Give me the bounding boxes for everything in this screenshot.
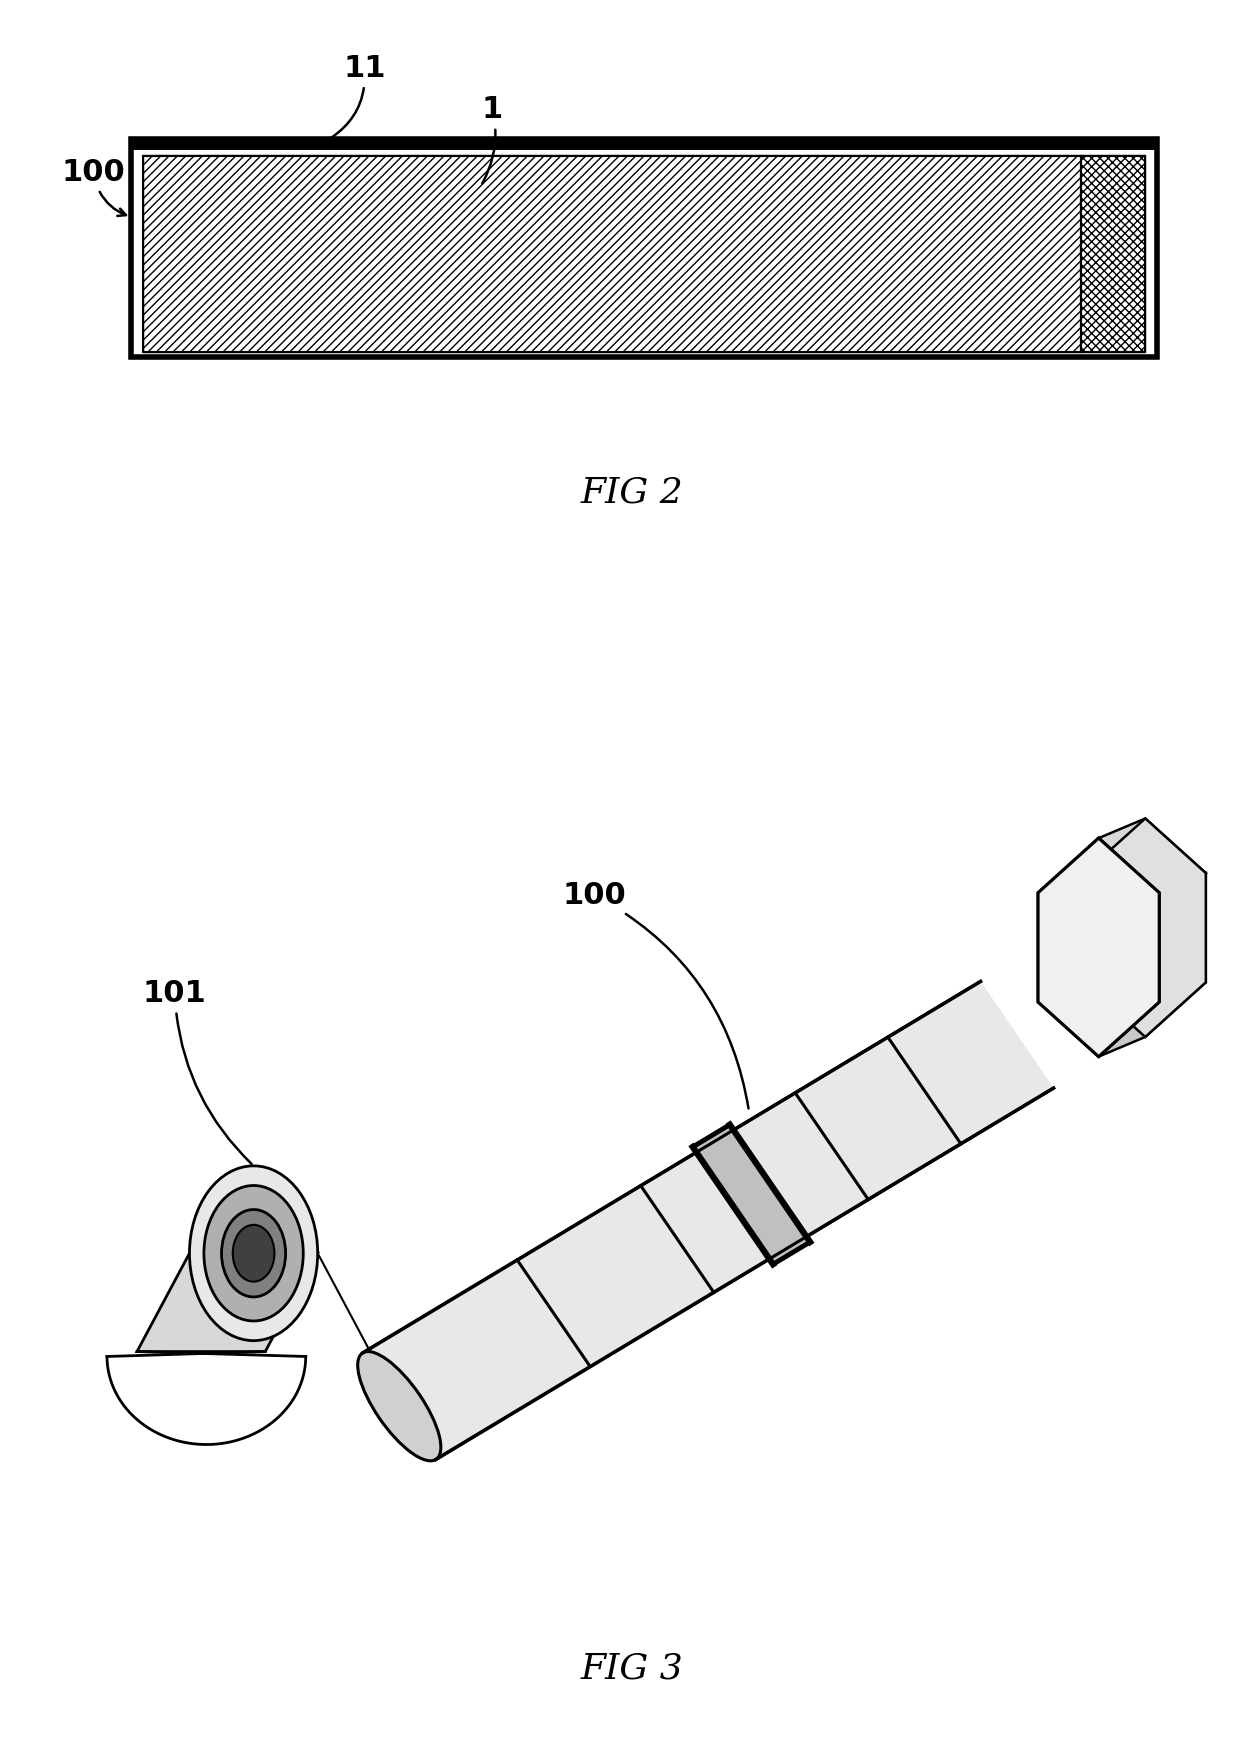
Ellipse shape <box>233 1225 274 1282</box>
Text: 1: 1 <box>482 94 503 183</box>
Text: 100: 100 <box>563 880 749 1109</box>
Polygon shape <box>1038 839 1159 1057</box>
Polygon shape <box>1099 818 1205 893</box>
Bar <box>1081 155 1146 353</box>
Ellipse shape <box>222 1209 285 1296</box>
Polygon shape <box>363 982 1054 1459</box>
Polygon shape <box>1038 839 1159 1057</box>
Bar <box>131 140 1157 358</box>
Polygon shape <box>138 1253 317 1352</box>
Text: 101: 101 <box>143 978 252 1164</box>
Bar <box>143 154 1146 353</box>
Polygon shape <box>1099 982 1205 1057</box>
Ellipse shape <box>190 1165 317 1340</box>
Text: 11: 11 <box>331 54 386 138</box>
Polygon shape <box>733 982 1054 1237</box>
Ellipse shape <box>203 1186 304 1321</box>
Ellipse shape <box>357 1352 441 1460</box>
Bar <box>143 155 1081 353</box>
Polygon shape <box>1159 874 1205 1003</box>
Polygon shape <box>693 1125 810 1265</box>
Polygon shape <box>1085 818 1205 1038</box>
Text: FIG 2: FIG 2 <box>582 475 683 510</box>
Text: FIG 3: FIG 3 <box>582 1651 683 1686</box>
Text: 100: 100 <box>61 157 126 217</box>
Bar <box>131 140 1157 150</box>
